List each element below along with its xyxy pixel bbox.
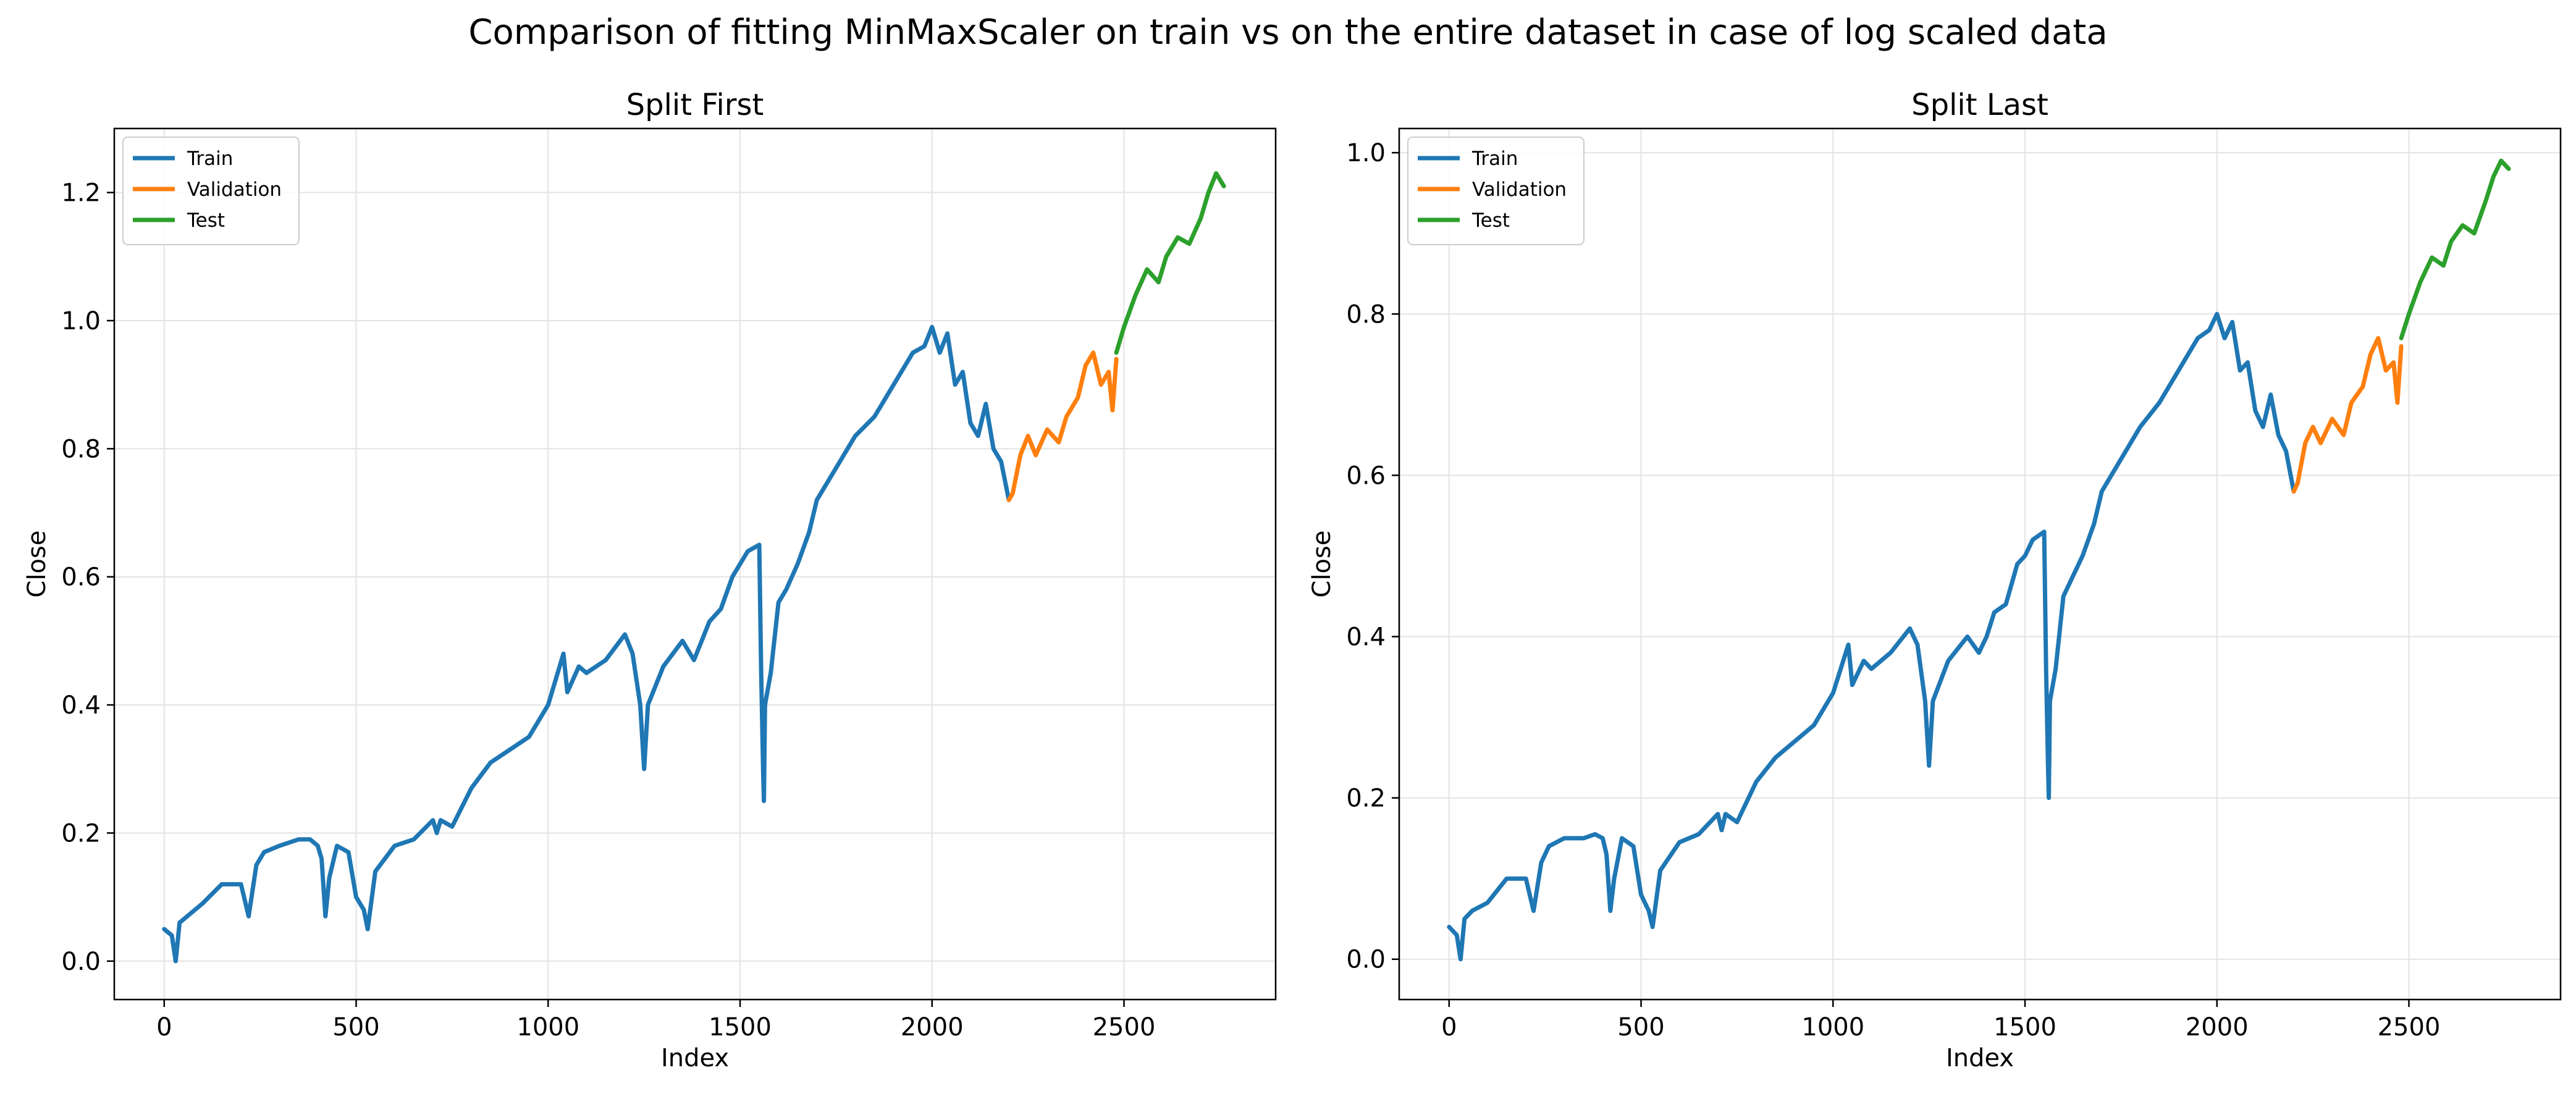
x-tick-label: 2500 [2378,1013,2441,1042]
axes-frame [113,127,1277,1001]
y-tick-label: 0.2 [1346,785,1386,813]
x-tick-label: 1000 [516,1013,579,1042]
legend-label-validation: Validation [187,179,282,201]
legend-label-train: Train [187,148,233,170]
x-axis-label: Index [1946,1044,2014,1072]
figure-title: Comparison of fitting MinMaxScaler on tr… [468,12,2108,53]
y-tick-label: 0.4 [1346,623,1386,652]
x-tick-label: 0 [156,1013,172,1042]
subplot-title: Split Last [1911,88,2048,122]
x-tick-label: 2000 [901,1013,964,1042]
x-tick-label: 1500 [709,1013,772,1042]
legend: Train Validation Test [122,137,300,245]
series-line-validation [2291,335,2404,494]
y-tick-label: 1.0 [61,307,101,335]
legend-label-train: Train [1471,148,1518,170]
legend-label-test: Test [1471,209,1510,232]
x-tick-label: 2000 [2186,1013,2249,1042]
y-tick-label: 0.0 [61,948,101,976]
axes-frame [1398,127,2562,1001]
y-tick-label: 0.0 [1346,946,1386,974]
y-tick-label: 1.0 [1346,139,1386,167]
y-tick-label: 0.2 [61,819,101,848]
x-tick-label: 1500 [1993,1013,2056,1042]
subplot-2: 0 500 1000 1500 2000 2500 0.0 0.2 0.4 0.6 0.8 1.0 Sp… [1308,88,2562,1072]
series-line-train [162,324,1011,964]
legend: Train Validation Test [1407,137,1585,245]
subplot-1: 0 500 1000 1500 2000 2500 0.0 0.2 0.4 0.6 0.8 1.0 1.… [23,88,1277,1072]
series-line-test [1114,171,1226,355]
legend-label-test: Test [187,209,225,232]
x-axis-label: Index [661,1044,729,1072]
y-tick-label: 0.4 [61,691,101,720]
series-line-validation [1006,350,1119,502]
x-tick-label: 500 [1617,1013,1664,1042]
y-tick-label: 0.6 [1346,461,1386,490]
series-line-train [1447,311,2296,962]
y-tick-label: 0.6 [61,563,101,592]
y-tick-label: 1.2 [61,179,101,208]
y-axis-label: Close [1308,531,1336,598]
x-tick-label: 1000 [1801,1013,1864,1042]
x-tick-label: 500 [332,1013,379,1042]
y-axis-label: Close [23,531,51,598]
y-tick-label: 0.8 [1346,300,1386,329]
series-line-test [2399,158,2511,340]
x-tick-label: 2500 [1093,1013,1156,1042]
x-tick-label: 0 [1441,1013,1457,1042]
y-tick-label: 0.8 [61,435,101,463]
subplot-title: Split First [626,88,764,122]
legend-label-validation: Validation [1472,179,1567,201]
